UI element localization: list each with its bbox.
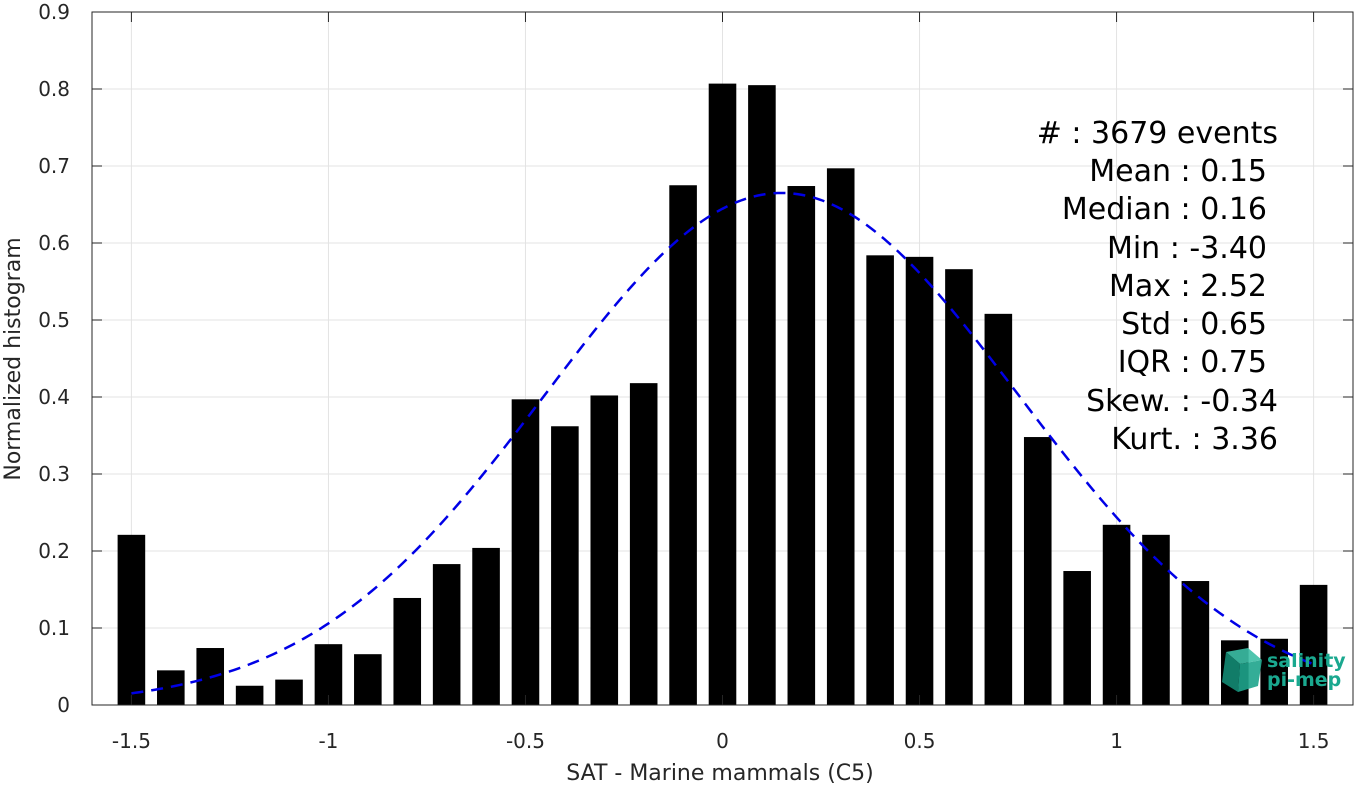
histogram-bar	[314, 644, 343, 705]
histogram-bar	[511, 399, 540, 705]
stats-skew: Skew. : -0.34	[1086, 384, 1278, 419]
histogram-bar	[748, 85, 776, 705]
histogram-bar	[945, 269, 973, 705]
stats-annotation: # : 3679 events Mean : 0.15 Median : 0.1…	[1037, 116, 1278, 457]
histogram-bar	[905, 256, 934, 705]
x-tick-label: -1.5	[112, 729, 151, 753]
histogram-bar	[866, 255, 894, 705]
cube-logo-icon	[1222, 648, 1262, 692]
x-tick-label: 0.5	[904, 729, 936, 753]
y-axis-label: Normalized histogram	[1, 237, 26, 480]
logo-line-1: salinity	[1267, 650, 1346, 672]
y-tick-label: 0.2	[38, 539, 70, 563]
histogram-bar	[1023, 437, 1052, 705]
histogram-bar	[1299, 584, 1328, 705]
histogram-bar	[787, 186, 816, 705]
y-tick-labels: 0 0.1 0.2 0.3 0.4 0.5 0.6 0.7 0.8 0.9	[38, 0, 70, 717]
histogram-bar	[472, 547, 500, 705]
stats-count: # : 3679 events	[1037, 116, 1278, 151]
histogram-bar	[1142, 534, 1170, 705]
x-axis-label: SAT - Marine mammals (C5)	[566, 761, 874, 785]
x-tick-label: 1	[1110, 729, 1123, 753]
axis-ticks	[92, 11, 1353, 706]
x-tick-label: -1	[318, 729, 338, 753]
stats-iqr: IQR : 0.75	[1118, 345, 1267, 380]
histogram-bar	[629, 383, 658, 705]
x-tick-labels: -1.5 -1 -0.5 0 0.5 1 1.5	[112, 729, 1330, 753]
histogram-bar	[117, 534, 146, 705]
y-tick-label: 0.6	[38, 231, 70, 255]
x-tick-label: 1.5	[1298, 729, 1330, 753]
histogram-bar	[432, 564, 461, 705]
stats-median: Median : 0.16	[1062, 192, 1267, 227]
gaussian-fit-curve	[131, 191, 1315, 695]
y-tick-label: 0.8	[38, 77, 70, 101]
histogram-bar	[393, 597, 422, 705]
stats-std: Std : 0.65	[1121, 307, 1267, 342]
y-tick-label: 0.3	[38, 462, 70, 486]
stats-mean: Mean : 0.15	[1089, 154, 1267, 189]
histogram-bar	[354, 654, 382, 705]
histogram-bar	[590, 395, 619, 705]
y-tick-label: 0.4	[38, 385, 70, 409]
histogram-bar	[984, 313, 1013, 705]
y-tick-label: 0.5	[38, 308, 70, 332]
histogram-bar	[826, 168, 855, 705]
histogram-bar	[275, 679, 303, 705]
histogram-bar	[1102, 524, 1131, 705]
y-tick-label: 0.9	[38, 0, 70, 24]
histogram-bar	[1181, 581, 1210, 705]
histogram-bar	[1063, 571, 1091, 705]
stats-kurt: Kurt. : 3.36	[1111, 422, 1278, 457]
stats-min: Min : -3.40	[1107, 231, 1267, 266]
stats-max: Max : 2.52	[1109, 269, 1267, 304]
y-tick-label: 0	[57, 693, 70, 717]
histogram-bar	[551, 426, 579, 705]
logo-line-2: pi-mep	[1267, 669, 1341, 691]
histogram-bar	[235, 685, 264, 705]
histogram-bar	[669, 185, 697, 705]
x-tick-label: -0.5	[506, 729, 545, 753]
histogram-bar	[708, 83, 737, 706]
histogram-bars	[117, 83, 1328, 706]
y-tick-label: 0.1	[38, 616, 70, 640]
salinity-pimep-logo: salinity pi-mep	[1222, 648, 1346, 692]
y-tick-label: 0.7	[38, 154, 70, 178]
x-tick-label: 0	[716, 729, 729, 753]
